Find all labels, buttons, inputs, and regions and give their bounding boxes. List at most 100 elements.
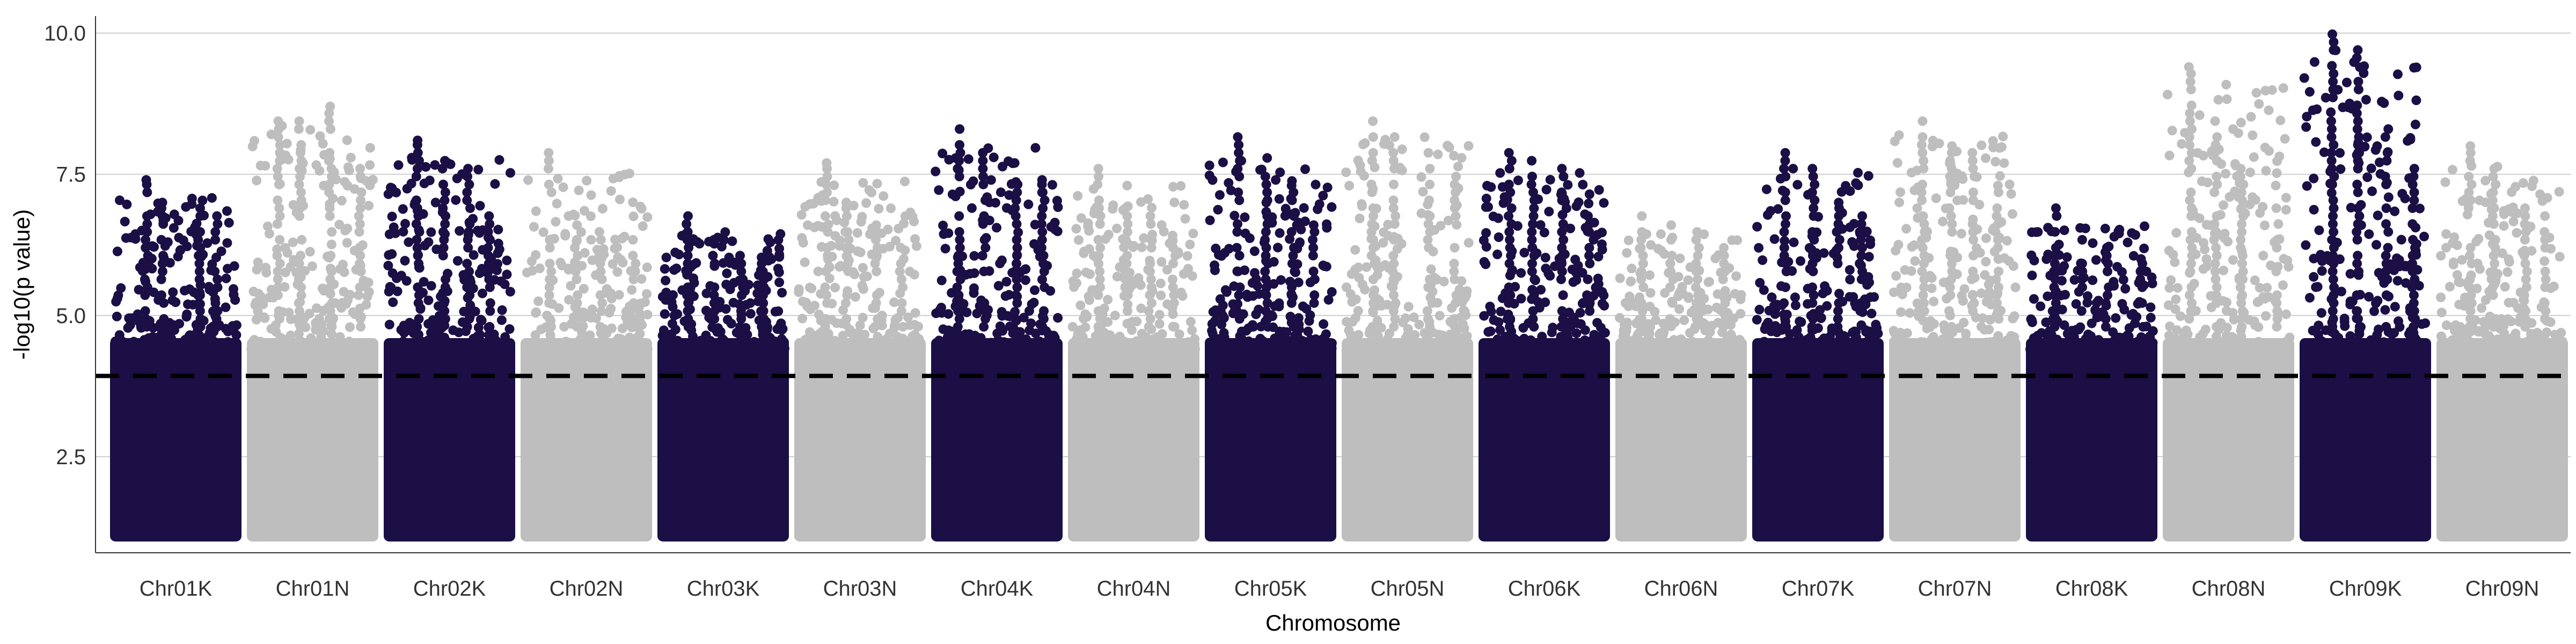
- snp-point-peak: [2272, 235, 2282, 245]
- snp-point: [1327, 202, 1337, 212]
- snp-point: [148, 332, 158, 342]
- snp-point: [2400, 193, 2410, 203]
- snp-point: [727, 236, 737, 246]
- snp-point-peak: [463, 306, 473, 316]
- snp-point: [1580, 325, 1590, 335]
- snp-point: [1482, 181, 1492, 191]
- snp-point: [1108, 200, 1118, 210]
- snp-point-peak: [545, 235, 555, 245]
- snp-point: [365, 143, 375, 153]
- snp-point: [1299, 203, 1309, 213]
- snp-point: [2260, 220, 2270, 230]
- snp-point-peak: [485, 235, 495, 245]
- snp-point: [2193, 342, 2203, 352]
- snp-point-peak: [1558, 290, 1568, 300]
- snp-point: [1543, 268, 1554, 279]
- snp-point-peak: [1368, 290, 1378, 300]
- snp-point-peak: [952, 282, 962, 292]
- snp-point: [1079, 313, 1089, 324]
- snp-point-peak: [355, 203, 365, 213]
- snp-point: [474, 228, 485, 238]
- chromosome-Chr09K: [2299, 29, 2431, 541]
- snp-point: [2009, 311, 2019, 321]
- snp-point-peak: [1992, 203, 2002, 213]
- snp-point-peak: [325, 314, 335, 324]
- snp-point-peak: [573, 251, 583, 261]
- snp-point-peak: [1918, 211, 1928, 221]
- points-bulk-Chr06N: [1615, 338, 1747, 541]
- snp-point: [586, 190, 596, 200]
- snp-point: [1070, 343, 1080, 353]
- snp-point: [1015, 327, 1025, 337]
- snp-point: [1889, 287, 1899, 297]
- snp-point: [661, 341, 671, 351]
- snp-point: [2409, 63, 2419, 73]
- snp-point: [2004, 179, 2015, 189]
- snp-point: [2002, 236, 2012, 246]
- snp-point-peak: [2328, 195, 2338, 206]
- snp-point-peak: [327, 298, 337, 308]
- snp-point: [891, 236, 901, 246]
- snp-point: [493, 224, 503, 235]
- points-bulk-Chr03N: [794, 338, 926, 541]
- snp-point: [989, 152, 999, 163]
- snp-point: [2164, 245, 2174, 255]
- snp-point: [531, 307, 541, 317]
- snp-point: [2010, 282, 2021, 292]
- snp-point: [2236, 118, 2246, 128]
- snp-point-peak: [440, 195, 450, 206]
- snp-point-peak: [1167, 274, 1177, 284]
- snp-point-peak: [572, 274, 582, 284]
- snp-point-peak: [2352, 306, 2362, 316]
- snp-point: [2171, 294, 2181, 304]
- snp-point: [262, 221, 273, 231]
- snp-point-peak: [413, 135, 423, 145]
- snp-point: [1255, 334, 1265, 343]
- snp-point-peak: [823, 227, 833, 237]
- snp-point-peak: [682, 235, 692, 245]
- snp-point-peak: [411, 219, 421, 229]
- snp-point: [1210, 316, 1220, 326]
- snp-point: [1479, 340, 1489, 350]
- snp-point: [2008, 261, 2018, 271]
- snp-point: [935, 305, 945, 315]
- snp-point: [2027, 227, 2037, 237]
- snp-point-peak: [464, 179, 474, 189]
- snp-point: [905, 267, 915, 276]
- snp-point-peak: [1557, 164, 1567, 174]
- snp-point: [1495, 325, 1505, 335]
- snp-point-peak: [2050, 227, 2060, 237]
- snp-point: [1030, 328, 1041, 339]
- snp-point: [528, 266, 538, 276]
- snp-point: [969, 288, 979, 298]
- snp-point-peak: [483, 227, 493, 237]
- snp-point: [384, 229, 394, 239]
- snp-point-peak: [1013, 179, 1023, 189]
- snp-point: [2171, 228, 2182, 238]
- snp-point-peak: [1037, 187, 1047, 197]
- snp-point-peak: [1012, 187, 1022, 197]
- snp-point: [418, 337, 428, 347]
- snp-point-peak: [1036, 219, 1046, 229]
- snp-point: [1928, 332, 1938, 342]
- snp-point-peak: [572, 314, 582, 324]
- snp-point: [943, 228, 954, 238]
- snp-point-peak: [1012, 243, 1022, 253]
- snp-point: [2355, 62, 2365, 72]
- snp-point-peak: [1232, 243, 1242, 253]
- snp-point: [1959, 284, 1970, 294]
- snp-point: [2123, 237, 2133, 247]
- snp-point-peak: [954, 171, 964, 181]
- snp-point: [264, 292, 274, 303]
- snp-point: [760, 340, 770, 350]
- snp-point: [1300, 216, 1310, 226]
- snp-point-peak: [955, 243, 965, 253]
- snp-point-peak: [630, 266, 640, 276]
- snp-point: [117, 341, 127, 352]
- snp-point-peak: [683, 251, 693, 261]
- snp-point-peak: [325, 124, 335, 134]
- snp-point: [207, 193, 217, 203]
- snp-point: [587, 304, 597, 314]
- snp-point-peak: [570, 266, 581, 276]
- snp-point: [1176, 181, 1186, 191]
